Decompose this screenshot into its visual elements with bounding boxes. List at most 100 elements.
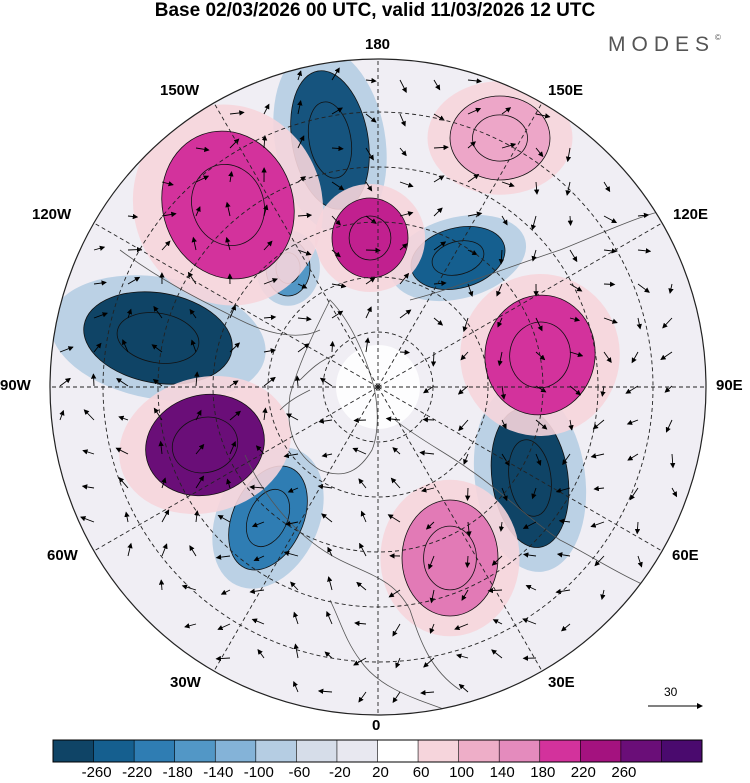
- wind-vector: [428, 555, 435, 570]
- wind-vector: [81, 484, 95, 490]
- wind-vector: [263, 103, 270, 115]
- wind-vector: [423, 385, 435, 394]
- wind-vector: [153, 305, 163, 319]
- wind-vector: [283, 550, 299, 557]
- wind-vector: [257, 648, 265, 659]
- wind-vector: [195, 409, 202, 421]
- wind-vector: [263, 204, 269, 217]
- wind-vector: [637, 212, 650, 219]
- wind-vector: [153, 407, 163, 421]
- negative-anomaly-center[interactable]: [76, 281, 239, 396]
- wind-vector: [456, 653, 469, 659]
- wind-vector: [220, 589, 231, 595]
- wind-vector: [626, 419, 639, 425]
- wind-vector: [467, 107, 482, 115]
- wind-vector: [261, 135, 268, 149]
- polar-anomaly-map[interactable]: [0, 0, 750, 745]
- copyright-mark: ©: [715, 33, 721, 42]
- wind-vector: [562, 453, 571, 466]
- wind-vector: [467, 283, 474, 297]
- wind-vector: [365, 113, 377, 123]
- wind-vector: [392, 623, 401, 637]
- positive-anomaly-center[interactable]: [134, 381, 276, 509]
- wind-vector: [263, 314, 277, 321]
- wind-vector: [194, 371, 200, 387]
- wind-vector: [399, 272, 410, 285]
- wind-vector: [364, 337, 371, 353]
- wind-vector: [433, 79, 441, 91]
- wind-vector: [636, 317, 642, 330]
- meridian-line: [377, 386, 663, 552]
- wind-vector: [161, 543, 168, 557]
- wind-vector: [567, 215, 573, 226]
- wind-vector: [555, 487, 571, 494]
- wind-vector: [263, 348, 277, 354]
- positive-anomaly-center[interactable]: [331, 197, 409, 279]
- wind-vector: [161, 181, 174, 187]
- wind-vector: [293, 643, 299, 659]
- wind-vector: [229, 410, 241, 421]
- wind-vector: [161, 509, 170, 523]
- colorbar-tick-label: -140: [203, 764, 234, 781]
- wind-vector: [82, 449, 95, 455]
- positive-anomaly-center[interactable]: [401, 499, 499, 617]
- meridian-line: [377, 222, 663, 388]
- wind-vector: [181, 584, 197, 591]
- wind-vector: [358, 691, 367, 703]
- wind-vector: [59, 377, 71, 387]
- wind-vector: [467, 78, 482, 84]
- wind-vector: [466, 521, 472, 537]
- wind-vector: [184, 623, 197, 629]
- wind-vector: [531, 487, 537, 500]
- wind-vector: [600, 385, 606, 397]
- map-disc: [50, 59, 706, 715]
- wind-vector: [592, 419, 605, 430]
- wind-vector: [116, 377, 129, 387]
- wind-vector: [195, 443, 205, 455]
- wind-vector: [290, 581, 299, 591]
- wind-vector: [462, 317, 469, 333]
- wind-vector: [399, 147, 407, 157]
- wind-vector: [627, 453, 639, 461]
- wind-vector: [590, 453, 605, 459]
- lon-label-150w: 150W: [160, 82, 200, 99]
- wind-vector: [255, 445, 265, 455]
- wind-vector: [429, 589, 435, 604]
- wind-vector: [318, 418, 333, 424]
- wind-vector: [329, 340, 336, 353]
- colorbar-tick-label: 60: [412, 764, 430, 781]
- lon-label-150e: 150E: [548, 82, 584, 99]
- wind-vector: [297, 249, 312, 256]
- wind-vector: [190, 339, 197, 353]
- wind-vector: [331, 107, 343, 115]
- wind-vector: [501, 107, 512, 115]
- wind-vector: [565, 147, 572, 163]
- reference-vector-label: 30: [664, 685, 678, 699]
- wind-vector: [460, 351, 469, 361]
- colorbar-tick-label: -220: [122, 764, 153, 781]
- wind-vector: [263, 240, 273, 251]
- wind-vector: [263, 376, 276, 387]
- lon-label-60e: 60E: [672, 547, 699, 564]
- wind-vector: [467, 249, 478, 256]
- wind-vector: [492, 619, 503, 625]
- wind-vector: [283, 452, 299, 459]
- wind-vector: [399, 211, 414, 217]
- wind-vector: [297, 212, 313, 219]
- wind-vector: [568, 419, 574, 431]
- wind-vector: [464, 555, 471, 568]
- wind-vector: [93, 245, 106, 251]
- wind-vector: [399, 309, 412, 319]
- wind-vector: [358, 478, 367, 489]
- positive-anomaly-center[interactable]: [449, 95, 551, 181]
- wind-vector: [600, 589, 606, 600]
- wind-vector: [297, 283, 308, 289]
- colorbar-tick-label: 180: [530, 764, 556, 781]
- lon-label-90w: 90W: [0, 377, 31, 394]
- wind-vector: [229, 110, 245, 116]
- colorbar-tick-label: 220: [570, 764, 596, 781]
- wind-vector: [249, 484, 265, 490]
- wind-vector: [93, 312, 108, 319]
- wind-vector: [327, 546, 333, 557]
- lon-label-90e: 90E: [716, 377, 743, 394]
